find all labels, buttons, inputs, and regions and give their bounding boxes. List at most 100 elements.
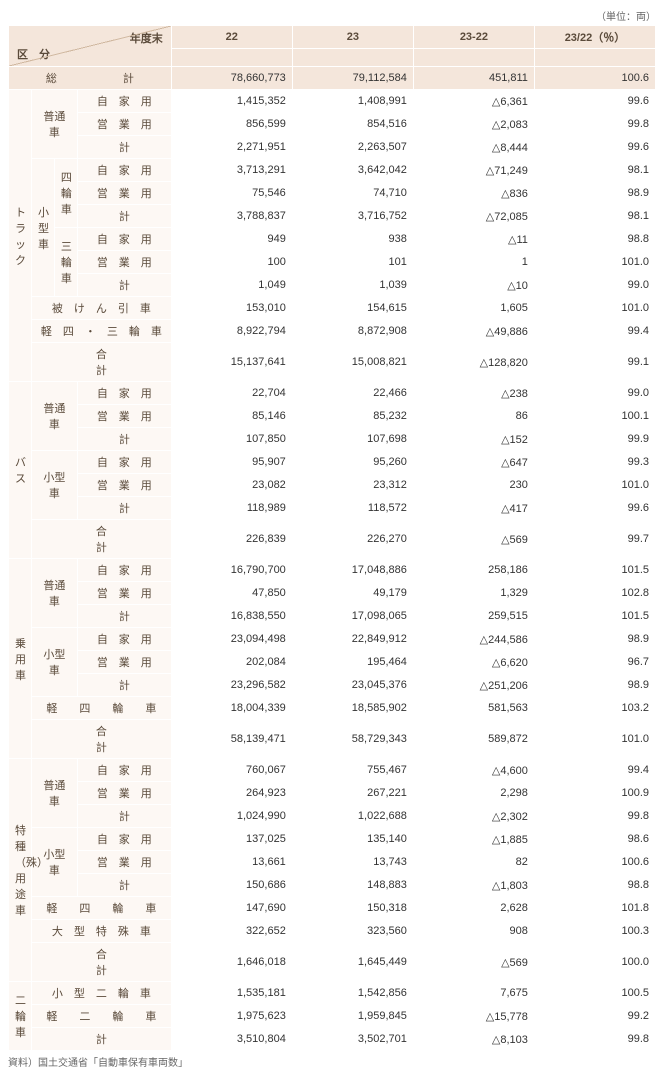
table-cell: 137,025 [171,828,292,851]
table-cell: 226,270 [292,520,413,559]
table-cell: △8,103 [413,1028,534,1051]
table-cell: 95,260 [292,451,413,474]
table-cell: 135,140 [292,828,413,851]
table-cell: 100.3 [534,920,655,943]
table-cell: △10 [413,274,534,297]
table-cell: 13,743 [292,851,413,874]
table-cell: △1,885 [413,828,534,851]
row-label: 自 家 用 [77,382,171,405]
table-cell: 15,008,821 [292,343,413,382]
table-cell: △1,803 [413,874,534,897]
row-label: 営 業 用 [77,851,171,874]
table-cell: 78,660,773 [171,67,292,90]
table-cell: △8,444 [413,136,534,159]
table-cell: 451,811 [413,67,534,90]
table-cell: 85,146 [171,405,292,428]
row-label: 営 業 用 [77,251,171,274]
table-cell: 85,232 [292,405,413,428]
table-cell: 23,082 [171,474,292,497]
table-cell: 23,312 [292,474,413,497]
group-three_wheel: 三輪車 [54,228,77,297]
table-cell: 2,271,951 [171,136,292,159]
table-cell: 22,849,912 [292,628,413,651]
row-label: 営 業 用 [77,782,171,805]
col-22: 22 [171,26,292,49]
table-cell: 98.6 [534,828,655,851]
row-label: 軽 四 輪 車 [31,697,171,720]
table-cell: 96.7 [534,651,655,674]
table-cell: 98.8 [534,874,655,897]
table-cell: △4,600 [413,759,534,782]
table-cell: 150,686 [171,874,292,897]
table-cell: 856,599 [171,113,292,136]
row-label: 計 [77,805,171,828]
row-label: 営 業 用 [77,113,171,136]
section-truck: トラック [9,90,32,382]
table-cell: 1,049 [171,274,292,297]
table-cell: 100.9 [534,782,655,805]
group-regular: 普通車 [31,559,77,628]
row-label: 自 家 用 [77,759,171,782]
table-cell: 99.9 [534,428,655,451]
section-bus: バス [9,382,32,559]
col-diff: 23-22 [413,26,534,49]
unit-label: （単位：両） [8,8,656,23]
section-car: 乗用車 [9,559,32,759]
row-label: 自 家 用 [77,628,171,651]
table-cell: 3,510,804 [171,1028,292,1051]
diag-header: 年度末 区 分 [9,26,172,67]
table-cell: △417 [413,497,534,520]
row-label: 営 業 用 [77,474,171,497]
table-cell: 118,989 [171,497,292,520]
table-cell: 23,045,376 [292,674,413,697]
table-cell: 755,467 [292,759,413,782]
table-cell: 101.8 [534,897,655,920]
section-special: 特種（殊）用途車 [9,759,32,982]
table-cell: △569 [413,943,534,982]
table-cell: 101 [292,251,413,274]
row-label: 計 [77,874,171,897]
table-cell: 118,572 [292,497,413,520]
table-cell: 100.6 [534,67,655,90]
row-label: 計 [77,136,171,159]
row-label: 営 業 用 [77,405,171,428]
table-cell: 18,004,339 [171,697,292,720]
table-cell: 323,560 [292,920,413,943]
table-cell: 101.0 [534,251,655,274]
table-cell: △2,302 [413,805,534,828]
table-cell: △15,778 [413,1005,534,1028]
table-cell: 1,408,991 [292,90,413,113]
table-cell: 101.0 [534,297,655,320]
table-cell: 101.5 [534,605,655,628]
group-regular: 普通車 [31,382,77,451]
table-cell: 259,515 [413,605,534,628]
table-cell: 99.6 [534,497,655,520]
table-cell: 101.0 [534,474,655,497]
row-label: 計 [77,205,171,228]
table-cell: 267,221 [292,782,413,805]
table-cell: 949 [171,228,292,251]
source-label: 資料）国土交通省「自動車保有車両数」 [8,1054,656,1069]
row-label: 自 家 用 [77,828,171,851]
table-cell: 3,502,701 [292,1028,413,1051]
table-cell: 99.1 [534,343,655,382]
table-cell: 100.5 [534,982,655,1005]
table-cell: 760,067 [171,759,292,782]
table-cell: 100.0 [534,943,655,982]
table-cell: 99.8 [534,805,655,828]
table-cell: 908 [413,920,534,943]
row-label: 軽 二 輪 車 [31,1005,171,1028]
table-cell: 148,883 [292,874,413,897]
table-cell: △71,249 [413,159,534,182]
table-cell: 99.6 [534,136,655,159]
table-cell: 2,628 [413,897,534,920]
table-cell: 17,048,886 [292,559,413,582]
table-cell: 82 [413,851,534,874]
table-cell: 1,646,018 [171,943,292,982]
table-cell: △6,620 [413,651,534,674]
row-label: 自 家 用 [77,90,171,113]
grand-total-label: 総 計 [9,67,172,90]
table-cell: 8,922,794 [171,320,292,343]
table-cell: 99.0 [534,274,655,297]
row-label: 自 家 用 [77,159,171,182]
